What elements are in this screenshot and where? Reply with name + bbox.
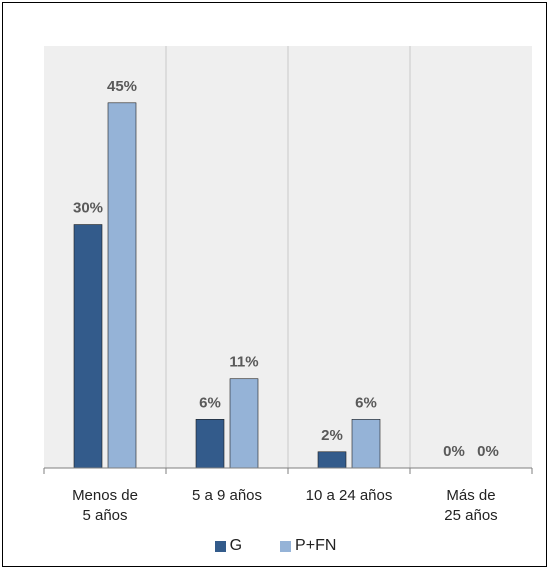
bar-g-1 [195, 419, 225, 469]
bar-pfn-2 [351, 419, 381, 469]
data-label: 11% [229, 354, 258, 371]
legend-item-g: G [214, 537, 243, 555]
bar-pfn-1 [229, 378, 259, 469]
data-label: 30% [73, 200, 103, 217]
legend: G P+FN [0, 537, 551, 555]
data-label: 45% [107, 78, 137, 95]
data-label: 0% [443, 443, 465, 460]
data-label: 2% [321, 427, 343, 444]
bar-pfn-0 [107, 102, 137, 469]
category-label: Menos de 5 años [72, 487, 138, 524]
category-label: 5 a 9 años [192, 487, 262, 504]
category-label: 10 a 24 años [306, 487, 393, 504]
data-label: 6% [355, 394, 377, 411]
legend-label-g: G [229, 537, 243, 554]
category-label: Más de 25 años [444, 487, 497, 524]
data-label: 0% [477, 443, 499, 460]
legend-label-pfn: P+FN [295, 537, 337, 554]
legend-swatch-pfn [280, 540, 292, 552]
legend-item-pfn: P+FN [280, 537, 336, 555]
bar-g-2 [317, 451, 347, 469]
data-label: 6% [199, 394, 221, 411]
bar-g-0 [73, 224, 103, 469]
legend-swatch-g [214, 540, 226, 552]
